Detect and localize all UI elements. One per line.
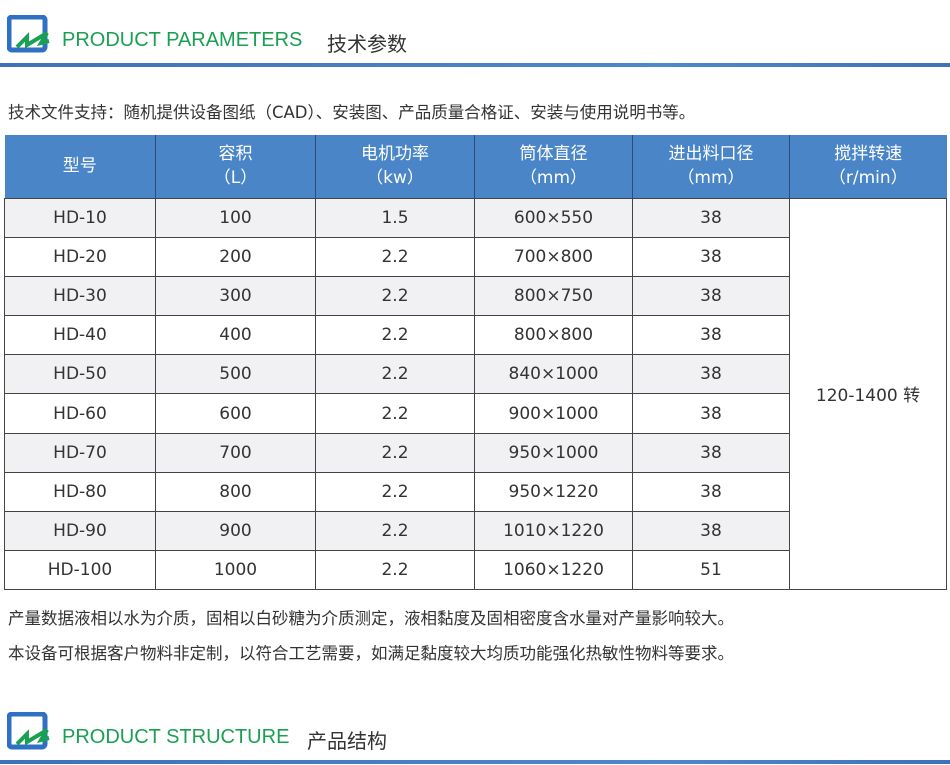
table-cell: HD-30 (4, 275, 156, 317)
header-line: （r/min） (828, 168, 908, 189)
table-cell: 2.2 (315, 275, 475, 317)
table-cell: HD-80 (4, 471, 156, 513)
section-header-parameters: PRODUCT PARAMETERS 技术参数 (0, 15, 950, 59)
table-row: HD-30 300 2.2 800×750 38 (4, 275, 947, 317)
table-cell: 800 (155, 471, 316, 513)
header-line: 型号 (62, 156, 97, 177)
table-cell: 400 (155, 315, 316, 356)
table-cell: HD-10 (4, 197, 156, 238)
section-title-cn: 产品结构 (307, 729, 387, 753)
table-cell: 700×800 (474, 236, 633, 277)
table-cell: 600×550 (474, 197, 633, 238)
table-row: HD-90 900 2.2 1010×1220 38 (4, 510, 947, 552)
table-cell: 300 (155, 275, 316, 317)
table-cell: HD-50 (4, 354, 156, 395)
table-row: HD-40 400 2.2 800×800 38 (4, 315, 947, 356)
table-cell: 38 (632, 510, 790, 552)
note-line-1: 产量数据液相以水为介质，固相以白砂糖为介质测定，液相黏度及固相密度含水量对产量影… (8, 609, 734, 628)
table-row: HD-60 600 2.2 900×1000 38 (4, 393, 947, 434)
header-line: （kw） (366, 168, 424, 189)
header-line: （L） (213, 168, 258, 189)
table-cell: 200 (155, 236, 316, 277)
section-title-en: PRODUCT STRUCTURE (62, 726, 290, 748)
speed-cell: 120-1400 转 (789, 197, 947, 591)
table-cell: 38 (632, 354, 790, 395)
table-cell: 700 (155, 432, 316, 473)
table-cell: 950×1000 (474, 432, 633, 473)
logo-icon (7, 712, 50, 750)
header-line: （mm） (519, 168, 588, 189)
column-header: 型号 (4, 135, 156, 198)
table-cell: 1000 (155, 550, 316, 591)
parameters-table: 型号 容积 （L） 电机功率 （kw） 筒体直径 （mm） 进出料口径 （mm） 搅拌转速 （r/m… (4, 135, 947, 591)
table-cell: 38 (632, 471, 790, 513)
table-cell: 500 (155, 354, 316, 395)
table-row: HD-70 700 2.2 950×1000 38 (4, 432, 947, 473)
table-cell: 900×1000 (474, 393, 633, 434)
table-cell: HD-100 (4, 550, 156, 591)
column-header: 容积 （L） (155, 135, 316, 198)
table-cell: 100 (155, 197, 316, 238)
table-cell: 2.2 (315, 471, 475, 513)
table-cell: 2.2 (315, 354, 475, 395)
table-cell: 2.2 (315, 315, 475, 356)
section-title-cn: 技术参数 (327, 32, 407, 56)
table-cell: HD-40 (4, 315, 156, 356)
header-line: 进出料口径 (668, 144, 754, 165)
table-cell: 38 (632, 275, 790, 317)
table-cell: 1060×1220 (474, 550, 633, 591)
table-cell: 840×1000 (474, 354, 633, 395)
table-cell: 2.2 (315, 510, 475, 552)
table-cell: 51 (632, 550, 790, 591)
section-title-en: PRODUCT PARAMETERS (62, 29, 303, 51)
table-cell: 2.2 (315, 550, 475, 591)
header-line: 搅拌转速 (834, 144, 903, 165)
table-cell: 38 (632, 236, 790, 277)
table-cell: HD-90 (4, 510, 156, 552)
table-cell: 950×1220 (474, 471, 633, 513)
table-row: HD-100 1000 2.2 1060×1220 51 (4, 550, 947, 591)
table-cell: 1010×1220 (474, 510, 633, 552)
table-cell: HD-20 (4, 236, 156, 277)
intro-text: 技术文件支持：随机提供设备图纸（CAD）、安装图、产品质量合格证、安装与使用说明… (8, 103, 696, 122)
table-cell: 38 (632, 432, 790, 473)
logo-icon (7, 15, 50, 53)
table-cell: 38 (632, 315, 790, 356)
table-cell: 38 (632, 197, 790, 238)
table-cell: 2.2 (315, 432, 475, 473)
column-header: 进出料口径 （mm） (632, 135, 790, 198)
header-line: 电机功率 (361, 144, 429, 165)
table-cell: 800×800 (474, 315, 633, 356)
divider (0, 760, 950, 764)
table-cell: 2.2 (315, 393, 475, 434)
table-cell: 38 (632, 393, 790, 434)
column-header: 搅拌转速 （r/min） (789, 135, 947, 198)
note-line-2: 本设备可根据客户物料非定制，以符合工艺需要，如满足黏度较大均质功能强化热敏性物料… (8, 644, 734, 663)
header-line: （mm） (677, 168, 745, 189)
section-header-structure: PRODUCT STRUCTURE 产品结构 (0, 712, 950, 756)
table-cell: 2.2 (315, 236, 475, 277)
table-row: HD-10 100 1.5 600×550 38 120-1400 转 (4, 197, 947, 591)
header-line: 容积 (218, 144, 253, 165)
table-row: HD-20 200 2.2 700×800 38 (4, 236, 947, 277)
table-cell: 600 (155, 393, 316, 434)
table-cell: 800×750 (474, 275, 633, 317)
header-line: 筒体直径 (519, 144, 588, 165)
column-header: 电机功率 （kw） (315, 135, 475, 198)
table-cell: 900 (155, 510, 316, 552)
divider (0, 63, 950, 67)
column-header: 筒体直径 （mm） (474, 135, 633, 198)
table-cell: HD-60 (4, 393, 156, 434)
table-cell: 1.5 (315, 197, 475, 238)
table-cell: HD-70 (4, 432, 156, 473)
